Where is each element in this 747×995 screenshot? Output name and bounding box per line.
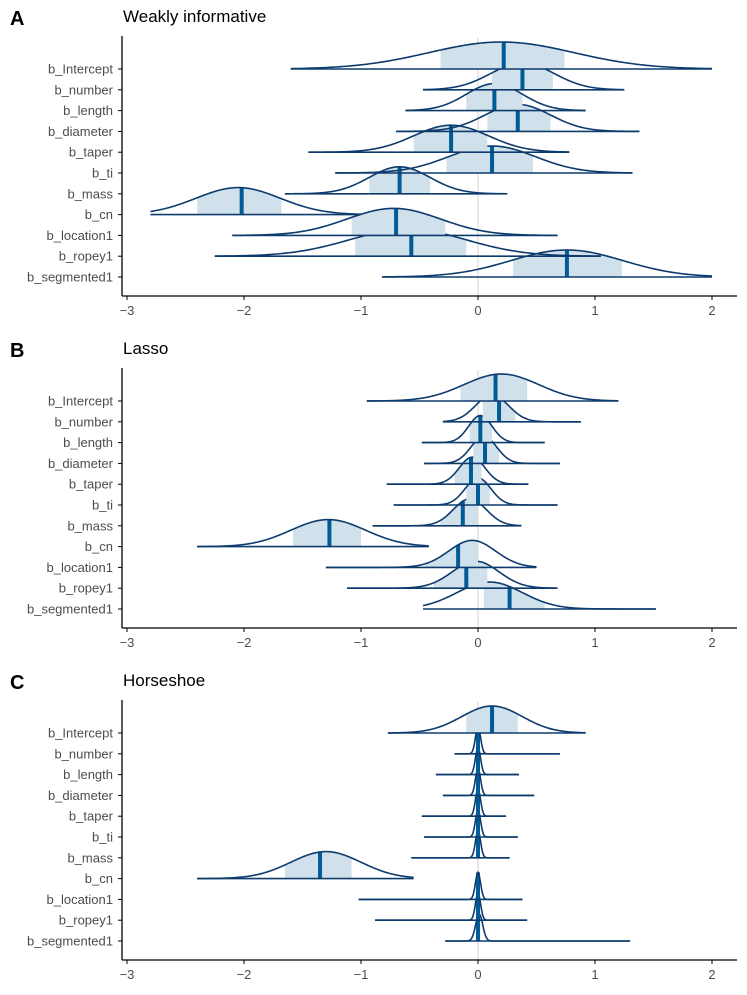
interval-area (425, 540, 478, 568)
x-tick-label: −1 (354, 967, 369, 982)
ridge-b_number (442, 394, 581, 423)
interval-area (293, 519, 361, 547)
ridge-b_cn (150, 186, 362, 216)
y-tick-label: b_ropey1 (59, 581, 113, 596)
ridge-b_cn (197, 850, 414, 880)
panel-letter: B (10, 340, 24, 362)
density-curve (366, 373, 619, 402)
ridge-b_location1 (232, 207, 558, 237)
panel-title: Weakly informative (123, 7, 266, 26)
panel-letter: C (10, 672, 24, 694)
y-tick-label: b_length (63, 435, 113, 450)
x-tick-label: −2 (237, 635, 252, 650)
x-tick-label: 2 (708, 635, 715, 650)
y-tick-label: b_location1 (47, 560, 114, 575)
x-tick-label: −3 (120, 635, 135, 650)
interval-area (351, 208, 446, 236)
panel-C: C Horseshoe b_segmented1 b_ropey1 b_location… (10, 671, 737, 982)
y-tick-label: b_taper (69, 809, 114, 824)
y-tick-label: b_length (63, 103, 113, 118)
y-tick-label: b_taper (69, 145, 114, 160)
y-tick-label: b_location1 (47, 892, 114, 907)
ridge-b_ti (424, 809, 518, 838)
density-curve (284, 166, 508, 195)
y-tick-label: b_Intercept (48, 62, 113, 77)
panel-B: B Lasso b_segmented1 b_ropey1 b_location1 b_c… (10, 339, 737, 650)
y-tick-label: b_ti (92, 498, 113, 513)
x-tick-label: −3 (120, 303, 135, 318)
density-curve (375, 891, 528, 921)
y-tick-label: b_cn (85, 539, 113, 554)
y-tick-label: b_number (54, 746, 113, 761)
interval-area (197, 187, 282, 215)
ridge-b_diameter (442, 767, 535, 797)
y-tick-label: b_diameter (48, 124, 114, 139)
x-tick-label: 0 (474, 967, 481, 982)
ridge-b_location1 (325, 539, 537, 569)
panel-letter: A (10, 8, 24, 30)
y-tick-label: b_mass (67, 518, 113, 533)
density-curve (442, 767, 535, 797)
ridge-b_ropey1 (375, 891, 528, 922)
y-tick-label: b_Intercept (48, 394, 113, 409)
x-tick-label: −1 (354, 303, 369, 318)
density-curve (387, 705, 586, 734)
panel-title: Lasso (123, 339, 168, 358)
y-tick-label: b_taper (69, 477, 114, 492)
x-tick-label: 2 (708, 303, 715, 318)
x-tick-label: −1 (354, 635, 369, 650)
y-tick-label: b_diameter (48, 456, 114, 471)
panel-A: A Weakly informative b_segmented1 b_ropey1 b… (10, 7, 737, 318)
x-tick-label: 1 (591, 967, 598, 982)
density-curve (197, 850, 414, 880)
y-tick-label: b_cn (85, 871, 113, 886)
x-tick-label: 0 (474, 635, 481, 650)
y-tick-label: b_location1 (47, 228, 114, 243)
y-tick-label: b_diameter (48, 788, 114, 803)
ridge-b_location1 (358, 870, 523, 901)
panel-title: Horseshoe (123, 671, 205, 690)
ridge-b_taper (421, 788, 507, 818)
y-tick-label: b_number (54, 414, 113, 429)
y-tick-label: b_segmented1 (27, 602, 113, 617)
y-tick-label: b_mass (67, 186, 113, 201)
density-curve (150, 186, 362, 216)
y-tick-label: b_ropey1 (59, 913, 113, 928)
density-curve (358, 870, 523, 901)
y-tick-label: b_ropey1 (59, 249, 113, 264)
ridge-b_Intercept (290, 41, 713, 70)
density-curve (445, 913, 631, 942)
ridge-b_Intercept (387, 705, 586, 734)
density-curve (308, 124, 570, 153)
x-tick-label: 2 (708, 967, 715, 982)
density-curve (290, 41, 713, 70)
density-curve (382, 249, 713, 278)
x-tick-label: −3 (120, 967, 135, 982)
interval-area (483, 582, 545, 609)
y-tick-label: b_segmented1 (27, 934, 113, 949)
y-tick-label: b_cn (85, 207, 113, 222)
x-tick-label: 1 (591, 635, 598, 650)
x-tick-label: −2 (237, 967, 252, 982)
y-tick-label: b_length (63, 767, 113, 782)
density-curve (232, 207, 558, 237)
density-curve (411, 829, 510, 859)
x-tick-label: −2 (237, 303, 252, 318)
y-tick-label: b_segmented1 (27, 270, 113, 285)
density-curve (424, 809, 518, 838)
y-tick-label: b_mass (67, 850, 113, 865)
density-curve (421, 788, 507, 817)
ridge-b_mass (411, 829, 510, 859)
y-tick-label: b_Intercept (48, 726, 113, 741)
ridge-b_cn (197, 518, 429, 548)
y-tick-label: b_number (54, 82, 113, 97)
y-tick-label: b_ti (92, 166, 113, 181)
x-tick-label: 1 (591, 303, 598, 318)
x-tick-label: 0 (474, 303, 481, 318)
density-curve (197, 518, 429, 548)
ridge-b_taper (386, 456, 529, 486)
y-tick-label: b_ti (92, 830, 113, 845)
ridge-b_Intercept (366, 373, 619, 402)
